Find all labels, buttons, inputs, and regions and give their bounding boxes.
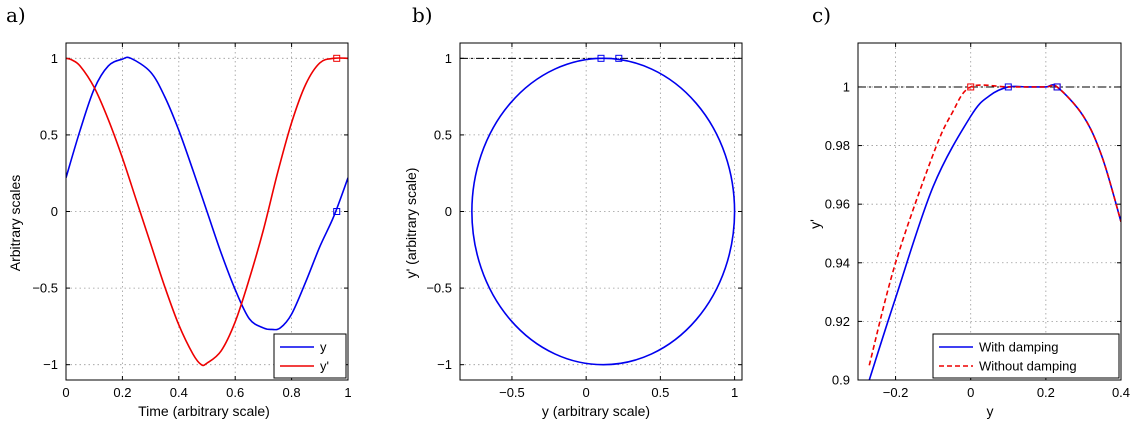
chart-0-xtick-label-5: 1 [344,385,351,400]
chart-1-ytick-label-4: 1 [445,51,452,66]
chart-0-xtick-label-2: 0.4 [170,385,188,400]
xlabel-b: y (arbitrary scale) [542,403,650,419]
chart-2-xtick-label-2: 0.2 [1037,385,1055,400]
chart-2-legend: With damping Without damping [932,333,1120,379]
chart-0-legend-box [273,333,347,379]
chart-2-marker-3 [1053,83,1061,91]
chart-1-plot-area: −0.5 0 0.5 1 −1 −0.5 0 0.5 1 [426,42,743,400]
chart-1-ytick-label-1: −0.5 [426,281,452,296]
chart-1-ytick-label-0: −1 [437,357,452,372]
chart-2-legend-box [932,333,1120,379]
chart-1-xtick-label-2: 0.5 [651,385,669,400]
ylabel-c: y' [807,219,823,229]
chart-2-ytick-label-4: 0.98 [825,138,850,153]
chart-2-legend-label-0: With damping [979,340,1058,355]
chart-0-xtick-label-0: 0 [62,385,69,400]
chart-0-plot-area: 0 0.2 0.4 0.6 0.8 1 −1 −0.5 0 0.5 1 y y' [32,42,352,400]
chart-0-xtick-label-4: 0.8 [283,385,301,400]
chart-2-ytick-label-1: 0.92 [825,314,850,329]
chart-1-ytick-label-3: 0.5 [434,127,452,142]
chart-1-series-ellipse [471,57,736,366]
chart-0-frame [65,42,349,381]
chart-2-ytick-label-2: 0.94 [825,255,850,270]
chart-1-xtick-label-1: 0 [583,385,590,400]
chart-2-ytick-label-3: 0.96 [825,197,850,212]
chart-2-frame [857,42,1122,381]
panel-label-b: b) [412,3,433,27]
chart-2-series-1-line [868,84,1121,366]
panel-label-a: a) [6,3,26,27]
chart-2-xtick-label-3: 0.4 [1112,385,1130,400]
chart-2-content [858,84,1121,380]
chart-2-marker-0 [967,83,975,91]
chart-2-ytick-label-5: 1 [843,79,850,94]
chart-2-xtick-label-1: 0 [967,385,974,400]
chart-0-ytick-label-3: 0.5 [40,127,58,142]
xlabel-a: Time (arbitrary scale) [138,403,270,419]
chart-2-xtick-label-0: −0.2 [883,385,909,400]
chart-0-ytick-label-0: −1 [43,357,58,372]
chart-0-series-0-line [66,56,348,331]
panel-label-c: c) [812,3,831,27]
chart-0-ytick-label-4: 1 [51,51,58,66]
chart-2-plot-area: −0.2 0 0.2 0.4 0.9 0.92 0.94 0.96 0.98 1 With damp… [825,42,1130,400]
ylabel-a: Arbitrary scales [7,175,23,271]
chart-1-ytick-label-2: 0 [445,204,452,219]
chart-1-frame [459,42,743,381]
chart-1-marker-0 [597,54,605,62]
xlabel-c: y [987,403,994,419]
chart-0-marker-1 [333,208,341,215]
chart-0-marker-0 [333,54,341,62]
chart-0-series-1-line [66,57,348,367]
chart-0-legend-label-1: y' [320,359,329,374]
chart-0-legend: y y' [273,333,347,379]
chart-0-ytick-label-1: −0.5 [32,281,58,296]
chart-0-content [66,56,348,367]
ylabel-b: y' (arbitrary scale) [403,168,419,279]
chart-0-xtick-label-1: 0.2 [113,385,131,400]
chart-2-ytick-label-0: 0.9 [832,373,850,388]
chart-2-marker-1 [1004,83,1012,91]
chart-0-xtick-label-3: 0.6 [226,385,244,400]
chart-0-ytick-label-2: 0 [51,204,58,219]
chart-1-xtick-label-3: 1 [731,385,738,400]
chart-1-content [460,57,742,366]
chart-1-marker-1 [615,54,623,62]
chart-1-xtick-label-0: −0.5 [499,385,525,400]
chart-2-legend-label-1: Without damping [979,359,1077,374]
chart-0-legend-label-0: y [320,340,327,355]
